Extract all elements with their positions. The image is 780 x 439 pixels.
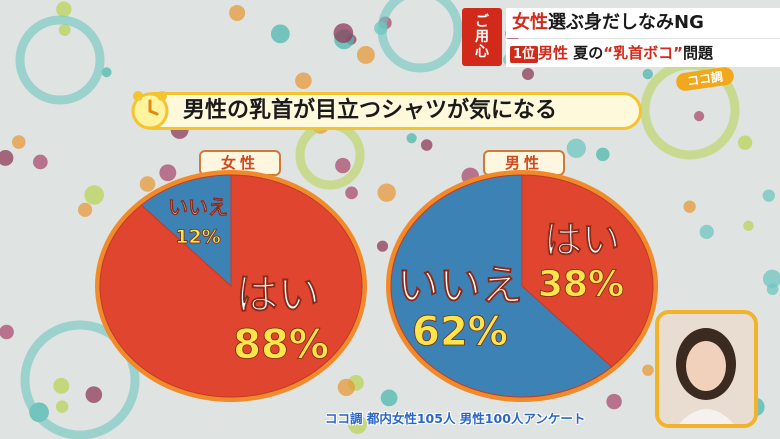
- background-dot: [642, 68, 654, 80]
- background-dot: [521, 68, 534, 81]
- background-smiley-ring: [20, 320, 140, 439]
- survey-source: ココ調 都内女性105人 男性100人アンケート: [325, 411, 586, 426]
- background-dot: [0, 150, 14, 166]
- pie-label-male-no: いいえ: [397, 261, 523, 310]
- background-dot: [56, 1, 72, 17]
- background-dot: [335, 157, 351, 174]
- background-dot: [699, 224, 714, 239]
- pie-value-female-yes: 88%: [233, 322, 329, 368]
- background-dot: [101, 67, 112, 78]
- background-dot: [77, 202, 93, 217]
- background-dot: [348, 415, 367, 434]
- headline-sub-highlight: 男性: [538, 44, 569, 62]
- survey-question: 男性の乳首が目立つシャツが気になる: [134, 92, 642, 130]
- background-dot: [693, 110, 705, 122]
- headline-sub: 1位 男性 夏の“乳首ボコ”問題: [506, 39, 780, 67]
- background-dot: [12, 135, 26, 149]
- background-dot: [84, 185, 104, 205]
- background-dot: [337, 378, 355, 396]
- alarm-clock-icon: [131, 91, 169, 130]
- background-dot: [766, 283, 779, 296]
- background-dot: [762, 189, 775, 202]
- background-dot: [380, 389, 398, 407]
- background-dot: [763, 269, 780, 288]
- pie-label-female-no: いいえ: [168, 195, 228, 219]
- caution-badge: ご 用 心: [462, 8, 502, 66]
- program-caption: ご 用 心 女性選ぶ身だしなみNG 1位 男性 夏の“乳首ボコ”問題 ココ調: [462, 8, 780, 92]
- background-dot: [566, 138, 586, 158]
- caution-badge-char: 用: [475, 28, 489, 45]
- background-dot: [743, 220, 754, 232]
- background-dot: [159, 164, 177, 182]
- pie-label-female-yes: はい: [236, 270, 320, 319]
- background-dot: [333, 23, 354, 43]
- pie-label-male-yes: はい: [544, 218, 620, 262]
- headline-main-highlight: 女性: [512, 12, 548, 33]
- background-dot: [406, 133, 417, 144]
- headline-main-text: 選ぶ身だしなみNG: [548, 12, 704, 33]
- background-dot: [270, 24, 290, 44]
- presenter-avatar: [659, 314, 754, 424]
- background-dot: [606, 393, 622, 410]
- background-dot: [295, 72, 312, 90]
- pie-value-male-yes: 38%: [538, 264, 624, 305]
- pie-slice-male-no: [390, 174, 613, 398]
- caution-badge-char: 心: [475, 43, 489, 60]
- background-dot: [596, 147, 610, 162]
- background-dot: [377, 183, 396, 202]
- background-dot: [356, 45, 375, 64]
- background-dot: [53, 377, 70, 394]
- background-dot: [642, 364, 654, 376]
- background-dot: [376, 240, 389, 252]
- headline-main: 女性選ぶ身だしなみNG: [506, 8, 780, 38]
- caution-badge-char: ご: [475, 13, 489, 30]
- pie-slice-male-yes: [521, 174, 654, 368]
- pie-value-male-no: 62%: [412, 309, 508, 355]
- headline-sub-end: 問題: [683, 44, 714, 62]
- background-dot: [420, 139, 433, 151]
- pie-value-female-no: 12%: [175, 226, 220, 248]
- background-dot: [33, 154, 48, 170]
- background-dot: [345, 186, 358, 200]
- headline-sub-text: 夏の: [568, 44, 604, 62]
- background-smiley-ring: [15, 15, 105, 105]
- background-dot: [737, 135, 753, 150]
- background-dot: [139, 176, 156, 192]
- presenter-wipe: [655, 310, 758, 428]
- background-dot: [0, 324, 14, 340]
- background-dot: [683, 200, 696, 213]
- pie-slice-female-no: [140, 174, 232, 288]
- rank-badge: 1位: [510, 46, 539, 63]
- background-dot: [55, 400, 69, 413]
- background-dot: [85, 386, 103, 403]
- background-smiley-ring: [377, 0, 463, 73]
- headline-sub-quote: “乳首ボコ”: [603, 44, 684, 62]
- background-dot: [58, 24, 71, 36]
- background-dot: [229, 4, 246, 21]
